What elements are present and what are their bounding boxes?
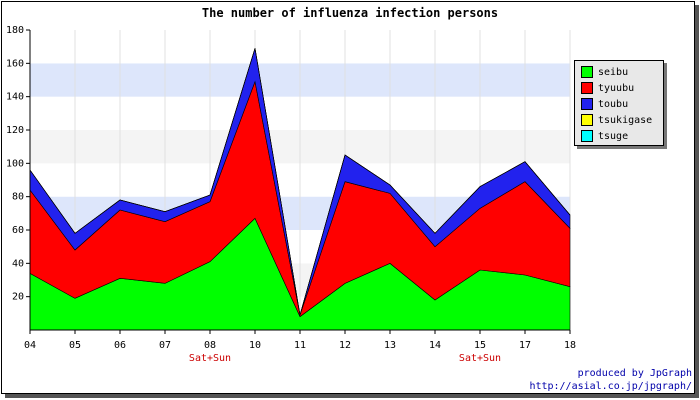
legend-label: seibu: [598, 66, 629, 78]
y-tick-label: 20: [12, 292, 24, 303]
credit-line-2[interactable]: http://asial.co.jp/jpgraph/: [529, 381, 692, 392]
x-tick-label: 18: [564, 340, 576, 351]
legend-label: tyuubu: [598, 82, 635, 94]
legend-item-tyuubu: tyuubu: [581, 81, 634, 95]
x-tick-label: 10: [249, 340, 261, 351]
y-tick-label: 180: [6, 25, 24, 36]
chart-title: The number of influenza infection person…: [201, 6, 499, 20]
x-tick-label: 13: [384, 340, 396, 351]
legend-label: toubu: [598, 98, 629, 110]
legend-label: tsukigase: [598, 114, 653, 126]
legend-item-tsuge: tsuge: [581, 129, 628, 143]
legend-swatch: [581, 114, 593, 126]
x-sublabel: Sat+Sun: [189, 353, 231, 364]
y-tick-label: 100: [6, 158, 24, 169]
legend-swatch: [581, 98, 593, 110]
legend: seibu tyuubu toubu tsukigase tsuge: [574, 60, 664, 146]
y-tick-label: 120: [6, 125, 24, 136]
legend-item-toubu: toubu: [581, 97, 628, 111]
legend-label: tsuge: [598, 130, 629, 142]
legend-item-tsukigase: tsukigase: [581, 113, 652, 127]
x-tick-label: 04: [24, 340, 36, 351]
credit-line-1: produced by JpGraph: [577, 368, 692, 379]
x-tick-label: 07: [159, 340, 171, 351]
x-tick-label: 15: [474, 340, 486, 351]
y-tick-label: 80: [12, 192, 24, 203]
x-tick-label: 11: [294, 340, 306, 351]
x-tick-label: 14: [429, 340, 441, 351]
area-tsuge: [29, 48, 571, 316]
x-tick-label: 06: [114, 340, 126, 351]
legend-swatch: [581, 82, 593, 94]
y-tick-label: 140: [6, 92, 24, 103]
legend-swatch: [581, 130, 593, 142]
x-tick-label: 08: [204, 340, 216, 351]
y-tick-label: 60: [12, 225, 24, 236]
x-tick-label: 12: [339, 340, 351, 351]
y-tick-label: 40: [12, 258, 24, 269]
x-sublabel: Sat+Sun: [459, 353, 501, 364]
x-tick-label: 05: [69, 340, 81, 351]
y-tick-label: 160: [6, 58, 24, 69]
x-tick-label: 17: [519, 340, 531, 351]
legend-swatch: [581, 66, 593, 78]
legend-item-seibu: seibu: [581, 65, 628, 79]
